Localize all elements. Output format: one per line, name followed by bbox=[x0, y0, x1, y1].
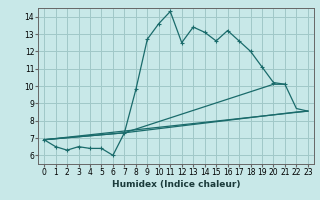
X-axis label: Humidex (Indice chaleur): Humidex (Indice chaleur) bbox=[112, 180, 240, 189]
